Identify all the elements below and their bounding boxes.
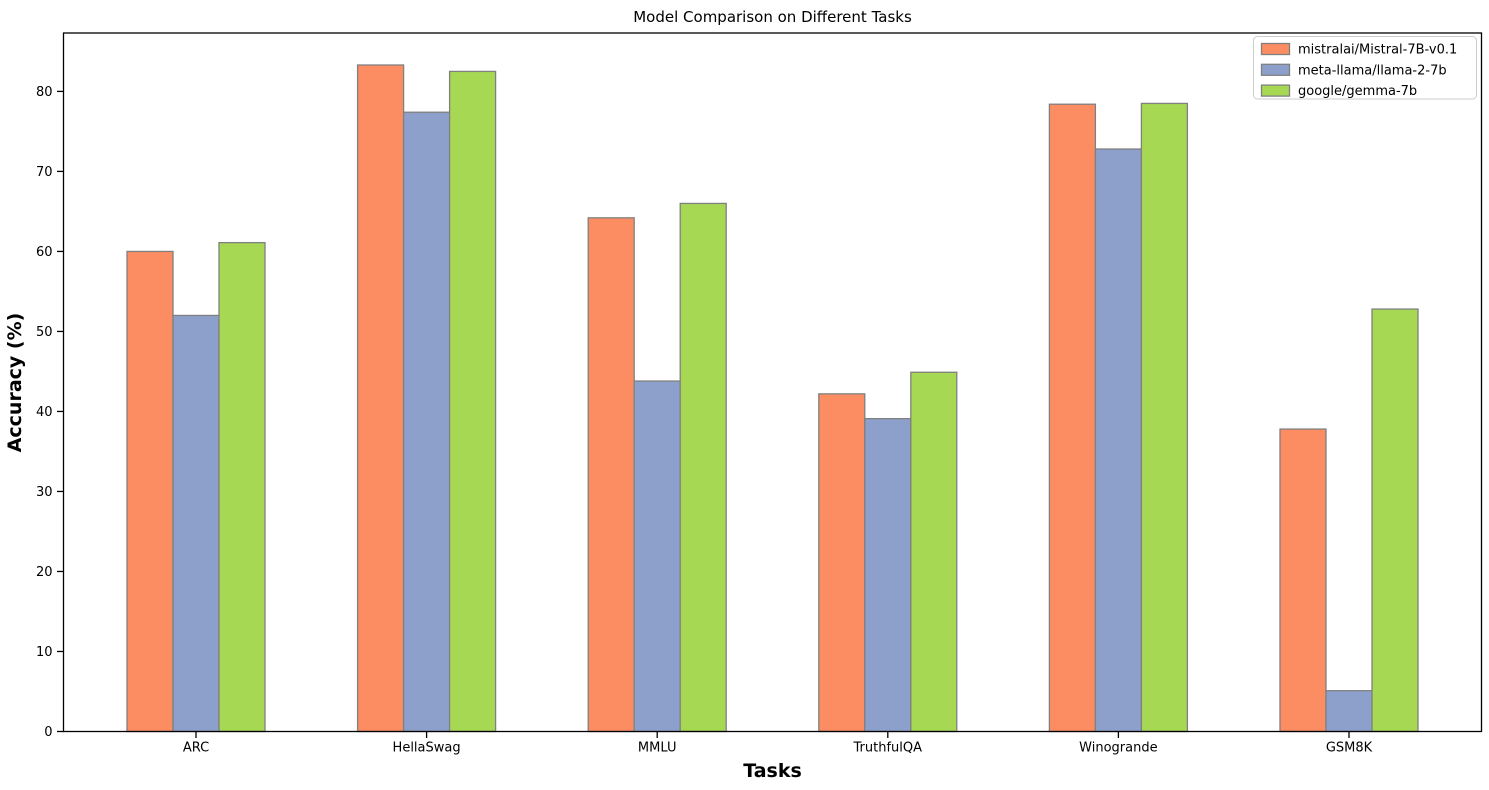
bar-hellaswag (448, 70, 497, 733)
y-tick-label: 60 (36, 245, 53, 260)
bar-mmlu (587, 217, 635, 733)
bar-truthfulqa (864, 418, 912, 733)
legend-swatch (1260, 63, 1291, 76)
x-tick-label: HellaSwag (393, 741, 461, 756)
legend-swatch (1260, 84, 1291, 97)
bar-mmlu (679, 202, 727, 733)
bar-gsm8k (1371, 308, 1419, 733)
bar-truthfulqa (910, 371, 958, 733)
legend-series-label: mistralai/Mistral-7B-v0.1 (1298, 43, 1457, 58)
x-tick-label: GSM8K (1326, 741, 1373, 756)
x-tick-label: MMLU (638, 741, 677, 756)
bar-arc (218, 241, 266, 733)
bar-truthfulqa (818, 393, 866, 733)
x-tick-label: Winogrande (1079, 741, 1157, 756)
y-tick-label: 70 (36, 165, 53, 180)
bar-arc (126, 250, 174, 733)
legend-series-label: google/gemma-7b (1298, 84, 1417, 99)
bars-layer (126, 64, 1419, 733)
x-tick-label: TruthfulQA (853, 741, 923, 756)
legend: mistralai/Mistral-7B-v0.1 meta-llama/llam… (1253, 36, 1477, 100)
bar-gsm8k (1325, 690, 1373, 733)
bar-arc (172, 314, 220, 733)
axes-layer: 0 10 20 30 40 50 60 70 80 ARC HellaSwag MMLU Truthfu… (36, 85, 1373, 756)
y-tick-label: 40 (36, 405, 53, 420)
y-tick-label: 0 (44, 725, 52, 740)
bar-gsm8k (1279, 428, 1327, 733)
bar-winogrande (1140, 102, 1189, 733)
legend-frame (1253, 36, 1477, 100)
plot-frame (62, 32, 1483, 733)
bar-winogrande (1048, 103, 1097, 733)
y-tick-label: 10 (36, 645, 53, 660)
legend-swatch (1260, 42, 1291, 56)
y-tick-label: 30 (36, 485, 53, 500)
bar-hellaswag (402, 111, 451, 733)
y-tick-label: 20 (36, 565, 53, 580)
bar-mmlu (633, 380, 681, 733)
bar-hellaswag (356, 64, 405, 733)
chart-title: Model Comparison on Different Tasks (633, 8, 912, 26)
bar-winogrande (1094, 148, 1143, 733)
x-tick-label: ARC (183, 741, 209, 756)
y-axis-label: Accuracy (%) (4, 313, 26, 453)
y-tick-label: 80 (36, 85, 53, 100)
x-axis-label: Tasks (743, 760, 802, 782)
y-tick-label: 50 (36, 325, 53, 340)
legend-series-label: meta-llama/llama-2-7b (1298, 63, 1447, 78)
